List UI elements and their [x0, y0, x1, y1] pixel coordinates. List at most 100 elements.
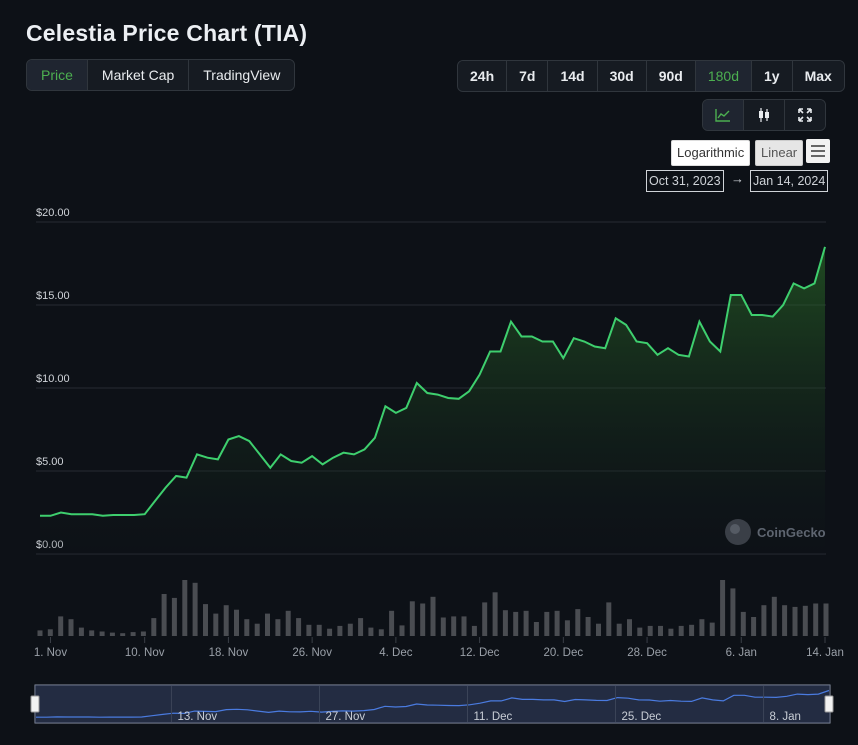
price-area	[40, 246, 825, 554]
menu-icon-bar	[811, 145, 825, 147]
volume-bar	[275, 619, 281, 636]
tab-price[interactable]: Price	[27, 60, 88, 90]
volume-bar	[68, 619, 74, 636]
volume-bar	[471, 625, 477, 636]
chart-type-tabs: Price Market Cap TradingView	[26, 59, 296, 91]
chart-view-buttons	[702, 99, 826, 131]
volume-bar	[606, 602, 612, 636]
tab-market-cap[interactable]: Market Cap	[87, 60, 190, 90]
logarithmic-button[interactable]: Logarithmic	[671, 140, 751, 166]
volume-bar	[306, 624, 312, 636]
volume-bar	[430, 596, 436, 636]
volume-bar	[130, 632, 136, 636]
x-tick-label: 1. Nov	[34, 647, 67, 659]
volume-bar	[109, 632, 115, 636]
volume-bar	[234, 609, 239, 636]
volume-bar	[533, 622, 539, 636]
range-24h[interactable]: 24h	[458, 61, 508, 91]
volume-bar	[182, 580, 188, 636]
volume-bar	[751, 617, 757, 636]
x-tick-label: 12. Dec	[460, 647, 500, 659]
y-axis-ticks: $0.00$5.00$10.00$15.00$20.00	[36, 207, 70, 551]
time-range-tabs: 24h 7d 14d 30d 90d 180d 1y Max	[457, 60, 845, 92]
range-30d[interactable]: 30d	[597, 61, 647, 91]
x-tick-label: 20. Dec	[544, 647, 584, 659]
volume-bar	[389, 610, 395, 636]
volume-bar	[492, 592, 498, 636]
volume-bar	[440, 617, 446, 636]
volume-bar	[378, 629, 384, 636]
navigator-handle-right[interactable]	[824, 695, 834, 713]
price-line	[40, 246, 826, 517]
volume-bar	[678, 625, 684, 636]
page-title: Celestia Price Chart (TIA)	[26, 20, 308, 46]
volume-bar	[689, 624, 695, 636]
date-to-input[interactable]: Jan 14, 2024	[750, 170, 829, 192]
volume-bar	[347, 623, 353, 636]
volume-bar	[730, 588, 736, 636]
chart-menu-button[interactable]	[806, 139, 830, 163]
volume-bar	[203, 604, 208, 636]
x-tick-label: 4. Dec	[379, 647, 412, 659]
volume-bar	[399, 625, 405, 636]
y-tick-label: $10.00	[36, 373, 70, 385]
navigator-tick-label: 13. Nov	[177, 711, 217, 723]
volume-bar	[244, 619, 250, 636]
volume-bar	[544, 611, 550, 636]
range-1y[interactable]: 1y	[752, 61, 793, 91]
linear-button[interactable]: Linear	[755, 140, 804, 166]
navigator: 13. Nov 27. Nov 11. Dec 25. Dec 8. Jan	[30, 684, 834, 724]
volume-bar	[358, 618, 364, 636]
watermark-text: CoinGecko	[757, 525, 826, 540]
line-chart-button[interactable]	[703, 100, 744, 130]
navigator-handle-left[interactable]	[30, 695, 40, 713]
volume-bar	[564, 620, 570, 636]
volume-bar	[451, 616, 457, 636]
volume-bar	[823, 603, 829, 636]
navigator-tick-label: 27. Nov	[325, 711, 365, 723]
volume-bar	[337, 625, 343, 636]
volume-bar	[771, 596, 777, 636]
volume-bar	[89, 630, 95, 636]
x-axis-ticks: 1. Nov 10. Nov 18. Nov 26. Nov 4. Dec 12. Dec…	[34, 637, 844, 659]
x-tick-label: 14. Jan	[806, 647, 844, 659]
volume-bar	[502, 610, 508, 636]
volume-bar	[616, 623, 622, 636]
volume-bar	[140, 631, 146, 636]
x-tick-label: 6. Jan	[726, 647, 757, 659]
navigator-ticks: 13. Nov 27. Nov 11. Dec 25. Dec 8. Jan	[170, 686, 801, 723]
volume-bar	[709, 622, 715, 636]
line-chart-icon	[715, 109, 730, 122]
x-tick-label: 28. Dec	[627, 647, 667, 659]
volume-bars	[37, 580, 829, 636]
candlestick-icon	[759, 108, 769, 122]
volume-bar	[47, 629, 53, 636]
range-14d[interactable]: 14d	[548, 61, 598, 91]
volume-bar	[420, 603, 426, 636]
range-max[interactable]: Max	[792, 61, 844, 91]
volume-bar	[782, 605, 788, 636]
navigator-tick-label: 8. Jan	[770, 711, 801, 723]
range-180d[interactable]: 180d	[695, 61, 752, 91]
volume-bar	[120, 633, 126, 636]
tab-tradingview[interactable]: TradingView	[189, 60, 295, 90]
candlestick-button[interactable]	[744, 100, 785, 130]
volume-bar	[802, 605, 808, 636]
range-7d[interactable]: 7d	[507, 61, 549, 91]
x-tick-label: 26. Nov	[292, 647, 332, 659]
volume-bar	[761, 605, 767, 636]
volume-bar	[327, 628, 333, 636]
volume-bar	[513, 611, 519, 636]
date-from-input[interactable]: Oct 31, 2023	[646, 170, 724, 192]
volume-bar	[792, 606, 798, 636]
volume-bar	[254, 623, 260, 636]
watermark: CoinGecko	[725, 519, 826, 545]
fullscreen-button[interactable]	[785, 100, 825, 130]
x-tick-label: 10. Nov	[125, 647, 165, 659]
menu-icon-bar	[811, 150, 825, 152]
volume-bar	[523, 610, 529, 636]
volume-bar	[151, 618, 157, 636]
range-90d[interactable]: 90d	[646, 61, 696, 91]
volume-bar	[37, 630, 43, 636]
